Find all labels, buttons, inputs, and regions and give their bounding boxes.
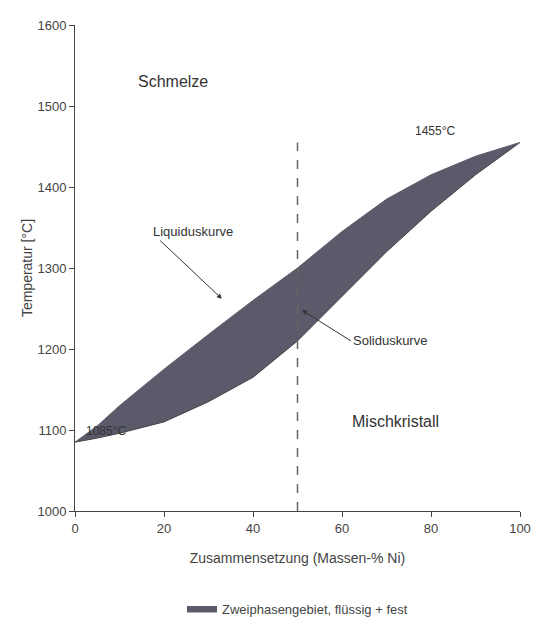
svg-text:40: 40 (246, 521, 260, 536)
svg-text:1455°C: 1455°C (415, 124, 455, 138)
svg-text:Temperatur [°C]: Temperatur [°C] (19, 219, 35, 317)
svg-text:60: 60 (335, 521, 349, 536)
svg-text:1300: 1300 (37, 261, 66, 276)
svg-text:1200: 1200 (37, 342, 66, 357)
svg-text:Liquiduskurve: Liquiduskurve (153, 224, 233, 239)
svg-text:1000: 1000 (37, 504, 66, 519)
svg-text:1100: 1100 (38, 423, 66, 438)
svg-text:Schmelze: Schmelze (138, 73, 208, 90)
svg-text:Zweiphasengebiet, flüssig + fe: Zweiphasengebiet, flüssig + fest (222, 602, 408, 617)
svg-text:1500: 1500 (37, 99, 66, 114)
svg-text:80: 80 (424, 521, 438, 536)
svg-text:1085°C: 1085°C (86, 424, 126, 438)
svg-text:100: 100 (509, 521, 531, 536)
svg-text:0: 0 (71, 521, 78, 536)
svg-text:Zusammensetzung (Massen-% Ni): Zusammensetzung (Massen-% Ni) (190, 550, 406, 566)
svg-text:Soliduskurve: Soliduskurve (353, 333, 427, 348)
svg-text:20: 20 (157, 521, 171, 536)
svg-text:1600: 1600 (37, 18, 66, 33)
svg-text:Mischkristall: Mischkristall (352, 413, 439, 430)
svg-text:1400: 1400 (37, 180, 66, 195)
